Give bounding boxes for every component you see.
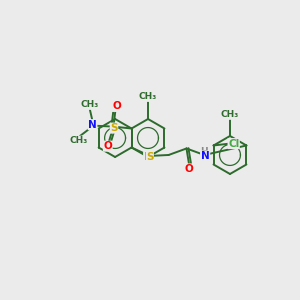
Text: O: O — [112, 101, 121, 111]
Text: Cl: Cl — [228, 139, 239, 148]
Text: N: N — [88, 120, 97, 130]
Text: CH₃: CH₃ — [81, 100, 99, 109]
Text: N: N — [144, 152, 152, 162]
Text: CH₃: CH₃ — [70, 136, 88, 145]
Text: N: N — [201, 151, 210, 161]
Text: CH₃: CH₃ — [221, 110, 239, 119]
Text: S: S — [110, 123, 118, 133]
Text: H: H — [200, 147, 208, 156]
Text: O: O — [103, 141, 112, 151]
Text: O: O — [185, 164, 194, 174]
Text: S: S — [146, 152, 153, 162]
Text: CH₃: CH₃ — [139, 92, 157, 101]
